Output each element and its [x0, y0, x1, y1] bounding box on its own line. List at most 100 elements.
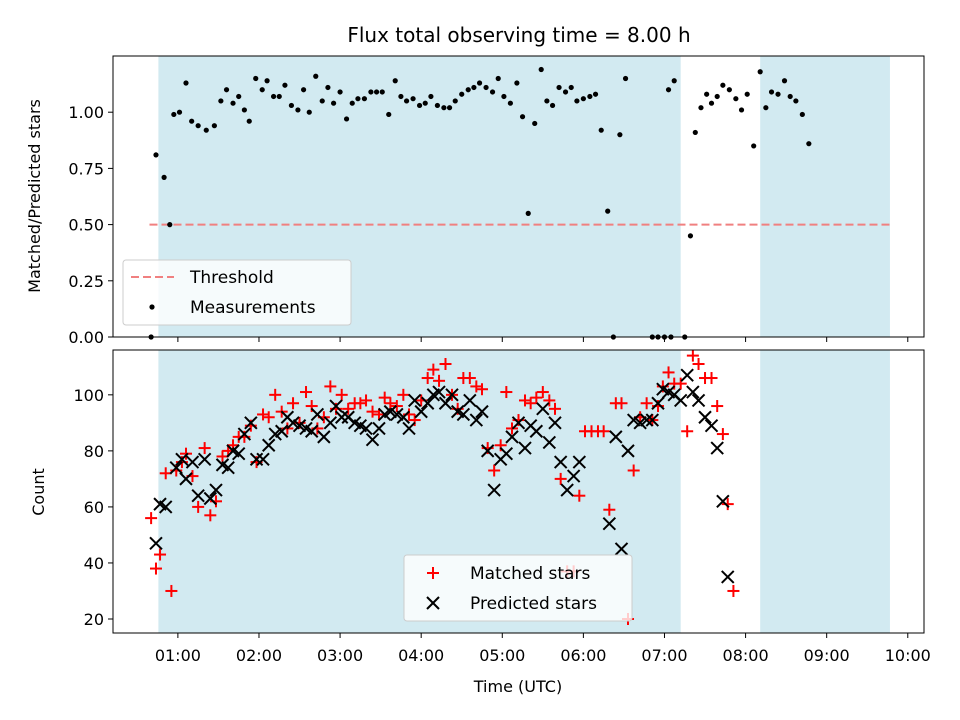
measurement-point-3 — [167, 222, 173, 228]
bottom-legend-box — [403, 554, 633, 622]
matched-point-96 — [716, 428, 729, 441]
measurement-point-51 — [459, 91, 465, 97]
predicted-point-52 — [463, 393, 477, 408]
matched-point-4 — [165, 584, 178, 597]
matched-legend-label: Matched stars — [470, 564, 590, 584]
measurement-point-8 — [195, 123, 201, 129]
x-tick-label-4: 05:00 — [479, 646, 525, 665]
predicted-point-78 — [645, 413, 660, 427]
matched-point-33 — [335, 388, 348, 401]
matched-point-50 — [439, 358, 452, 371]
measurement-point-103 — [787, 93, 793, 100]
bottom-legend: Matched stars Predicted stars — [403, 554, 633, 622]
chart-title: Flux total observing time = 8.00 h — [347, 23, 690, 47]
measurement-point-4 — [171, 111, 177, 118]
predicted-stars-series — [149, 368, 735, 584]
predicted-point-67 — [553, 455, 568, 469]
measurement-point-43 — [410, 96, 416, 102]
predicted-point-49 — [445, 388, 459, 402]
matched-point-3 — [159, 467, 172, 480]
measurement-point-30 — [330, 100, 337, 106]
predicted-point-59 — [505, 430, 519, 444]
x-tick-label-2: 03:00 — [317, 646, 363, 665]
measurement-point-77 — [617, 132, 623, 138]
matched-point-10 — [198, 442, 211, 455]
measurement-point-72 — [587, 93, 593, 100]
predicted-point-29 — [323, 416, 338, 430]
measurement-point-12 — [223, 87, 230, 93]
top-y-tick-label-1: 0.25 — [68, 272, 104, 291]
predicted-point-10 — [209, 483, 223, 497]
measurement-point-90 — [708, 100, 715, 106]
matched-point-41 — [384, 397, 397, 410]
measurement-point-105 — [799, 111, 805, 118]
measurement-point-60 — [514, 80, 520, 86]
measurement-point-91 — [714, 93, 720, 100]
matched-point-21 — [262, 411, 275, 424]
predicted-point-89 — [710, 441, 724, 455]
measurement-point-83 — [665, 87, 672, 93]
measurement-point-45 — [422, 100, 428, 106]
top-legend-box — [122, 259, 352, 326]
top-axes-frame — [112, 55, 925, 338]
predicted-point-72 — [609, 430, 623, 444]
measurement-point-100 — [768, 89, 775, 95]
predicted-point-51 — [456, 407, 471, 422]
measurement-point-102 — [781, 78, 788, 84]
predicted-point-74 — [621, 444, 635, 458]
measurement-point-13 — [230, 100, 236, 106]
predicted-point-63 — [529, 424, 544, 438]
measurement-point-93 — [726, 87, 732, 93]
predicted-point-61 — [518, 441, 532, 455]
measurement-point-26 — [306, 109, 312, 115]
measurement-point-68 — [562, 89, 569, 95]
measurement-point-58 — [501, 93, 507, 100]
x-tick-label-1: 02:00 — [236, 646, 282, 665]
measurement-point-78 — [622, 75, 629, 82]
top-x-ticks — [177, 337, 909, 342]
matched-point-64 — [524, 397, 537, 410]
predicted-point-37 — [372, 421, 386, 436]
measurement-point-104 — [793, 98, 799, 104]
matched-point-39 — [373, 408, 386, 421]
matched-point-25 — [287, 397, 300, 410]
matched-point-90 — [681, 425, 694, 438]
predicted-point-84 — [680, 368, 694, 382]
matched-point-81 — [627, 464, 640, 477]
measurement-point-39 — [386, 111, 392, 118]
measurement-point-10 — [211, 123, 217, 129]
measurement-point-35 — [361, 96, 368, 102]
measurement-point-17 — [253, 75, 259, 82]
predicted-point-14 — [231, 446, 246, 461]
predicted-point-7 — [191, 488, 205, 503]
bottom-y-tick-label-1: 40 — [84, 554, 104, 573]
matched-point-58 — [488, 464, 501, 477]
top-y-tick-label-0: 0.00 — [68, 328, 104, 347]
matched-point-55 — [470, 380, 483, 393]
matched-point-49 — [433, 374, 446, 387]
top-y-tick-label-3: 0.75 — [68, 159, 104, 178]
x-tick-label-8: 09:00 — [804, 646, 850, 665]
matched-point-1 — [149, 562, 162, 575]
bottom-y-axis-label: Count — [29, 468, 48, 516]
measurement-point-22 — [282, 82, 288, 88]
predicted-point-41 — [396, 410, 411, 424]
measurement-point-20 — [270, 93, 277, 100]
predicted-point-2 — [159, 500, 173, 514]
measurement-point-53 — [471, 84, 477, 91]
measurement-point-11 — [218, 98, 224, 104]
bottom-panel: 20 40 60 80 100 01:00 02:00 03:00 04:00 05:00 06:… — [29, 349, 931, 696]
measurement-point-87 — [692, 129, 698, 136]
predicted-point-44 — [414, 404, 428, 419]
matched-point-77 — [603, 503, 616, 516]
measurement-point-95 — [738, 107, 745, 113]
predicted-point-17 — [249, 452, 264, 466]
measurement-point-9 — [203, 127, 209, 133]
predicted-point-53 — [469, 413, 484, 427]
matched-point-72 — [573, 489, 586, 502]
predicted-point-55 — [480, 444, 495, 458]
measurement-point-2 — [161, 174, 167, 180]
predicted-point-88 — [704, 418, 719, 433]
measurement-point-56 — [489, 89, 496, 95]
matched-point-66 — [536, 386, 549, 399]
